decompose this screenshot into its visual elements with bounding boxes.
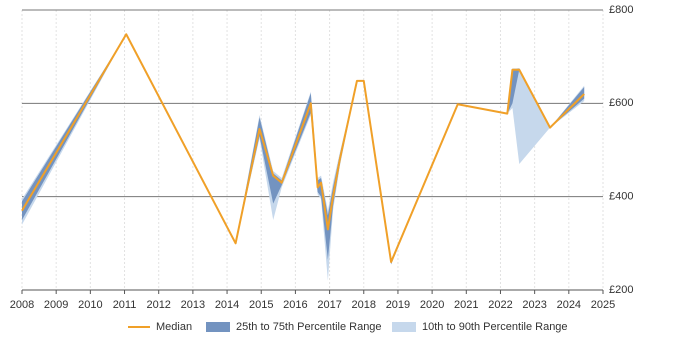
- x-tick-label: 2008: [10, 299, 34, 311]
- y-tick-label: £200: [609, 284, 633, 296]
- x-tick-label: 2025: [591, 299, 615, 311]
- x-tick-label: 2011: [113, 299, 137, 311]
- y-tick-label: £400: [609, 191, 633, 203]
- x-tick-label: 2021: [454, 299, 478, 311]
- x-tick-label: 2017: [317, 299, 341, 311]
- x-tick-label: 2012: [146, 299, 170, 311]
- x-tick-label: 2010: [78, 299, 102, 311]
- x-tick-label: 2019: [386, 299, 410, 311]
- x-tick-label: 2018: [352, 299, 376, 311]
- x-tick-label: 2024: [557, 299, 581, 311]
- x-tick-label: 2015: [249, 299, 273, 311]
- x-tick-label: 2009: [44, 299, 68, 311]
- legend-label: 25th to 75th Percentile Range: [236, 321, 382, 333]
- legend-swatch: [206, 322, 230, 332]
- x-tick-label: 2020: [420, 299, 444, 311]
- x-tick-label: 2014: [215, 299, 239, 311]
- legend-label: 10th to 90th Percentile Range: [422, 321, 568, 333]
- x-tick-label: 2016: [283, 299, 307, 311]
- plot-area: [22, 10, 603, 290]
- median-line: [21, 33, 585, 263]
- x-tick-label: 2023: [522, 299, 546, 311]
- x-tick-label: 2013: [181, 299, 205, 311]
- y-tick-label: £800: [609, 4, 633, 16]
- y-tick-label: £600: [609, 97, 633, 109]
- legend-label: Median: [156, 321, 192, 333]
- legend-swatch: [392, 322, 416, 332]
- x-tick-label: 2022: [488, 299, 512, 311]
